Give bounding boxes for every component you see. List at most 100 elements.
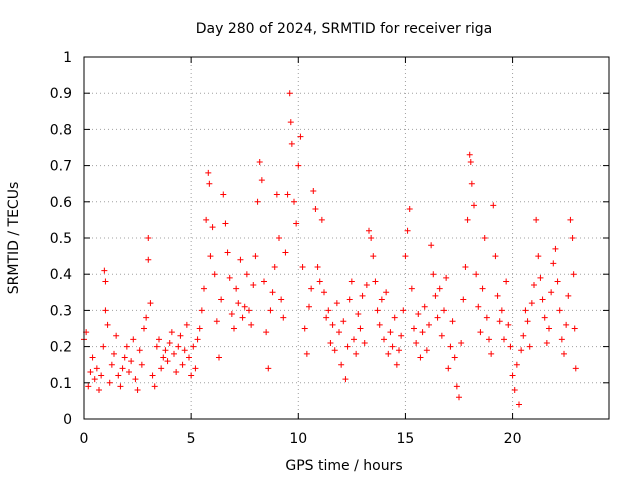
data-point-71 [224, 249, 231, 256]
data-point-96 [278, 296, 285, 303]
grid-lines [84, 57, 609, 419]
data-point-5 [91, 376, 98, 383]
data-point-137 [363, 282, 370, 289]
data-point-60 [203, 216, 210, 223]
data-point-102 [288, 140, 295, 147]
data-point-37 [153, 343, 160, 350]
data-point-43 [166, 339, 173, 346]
data-point-59 [201, 285, 207, 292]
y-tick-label-6: 0.6 [50, 195, 72, 211]
data-point-10 [101, 267, 108, 274]
data-point-53 [188, 372, 195, 379]
x-tick-label-2: 10 [289, 431, 307, 447]
data-point-21 [121, 354, 128, 361]
data-point-154 [400, 307, 407, 314]
y-tick-label-0: 0 [63, 412, 72, 428]
data-point-190 [475, 303, 482, 310]
data-point-195 [486, 336, 492, 343]
data-point-134 [357, 325, 364, 332]
data-point-113 [312, 206, 319, 213]
data-point-222 [543, 339, 550, 346]
data-point-142 [374, 307, 381, 314]
data-point-182 [460, 296, 467, 303]
data-point-187 [468, 180, 475, 187]
data-point-9 [100, 343, 107, 350]
data-point-157 [406, 206, 413, 213]
data-point-58 [198, 307, 205, 314]
data-point-52 [186, 354, 192, 361]
data-point-104 [293, 220, 300, 227]
data-point-125 [338, 361, 345, 368]
x-tick-label-1: 5 [187, 431, 196, 447]
y-axis-label: SRMTID / TECUs [6, 182, 22, 295]
data-point-103 [291, 198, 297, 205]
data-point-224 [548, 289, 555, 296]
data-point-34 [147, 300, 154, 307]
data-point-149 [389, 343, 396, 350]
plot-frame [83, 56, 610, 420]
data-point-213 [524, 318, 531, 325]
data-point-31 [143, 314, 150, 321]
data-point-108 [301, 325, 308, 332]
data-point-140 [370, 253, 377, 260]
data-point-212 [522, 307, 529, 314]
data-point-87 [258, 177, 265, 184]
data-point-24 [128, 358, 135, 365]
data-point-237 [572, 365, 579, 372]
data-point-81 [246, 307, 252, 314]
data-point-202 [501, 336, 507, 343]
data-point-110 [306, 303, 312, 310]
data-point-126 [340, 318, 347, 325]
data-point-92 [269, 289, 276, 296]
data-point-16 [111, 350, 117, 357]
data-point-177 [449, 318, 456, 325]
x-axis-ticks: 0 5 10 15 20 [80, 57, 522, 447]
data-point-189 [473, 271, 480, 278]
data-point-75 [233, 285, 240, 292]
data-point-227 [554, 278, 561, 285]
data-point-123 [333, 300, 340, 307]
data-point-229 [558, 336, 565, 343]
data-point-199 [494, 292, 501, 299]
data-point-112 [310, 187, 317, 194]
x-tick-label-4: 20 [504, 431, 522, 447]
data-point-39 [158, 365, 165, 372]
data-point-82 [248, 321, 255, 328]
data-point-56 [194, 336, 201, 343]
data-point-63 [207, 253, 214, 260]
data-point-84 [252, 253, 259, 260]
data-point-74 [231, 325, 237, 332]
data-point-139 [368, 235, 375, 241]
data-point-85 [254, 198, 261, 205]
data-point-183 [462, 263, 469, 270]
data-point-180 [456, 394, 462, 401]
data-point-116 [318, 216, 325, 223]
data-point-93 [271, 263, 278, 270]
data-point-181 [458, 339, 465, 346]
data-point-233 [567, 216, 574, 223]
data-point-151 [393, 361, 400, 368]
data-point-185 [466, 151, 473, 158]
data-point-25 [130, 336, 137, 343]
data-point-32 [145, 235, 152, 241]
y-tick-label-3: 0.3 [50, 303, 72, 319]
data-point-168 [430, 271, 437, 278]
data-point-176 [447, 343, 454, 350]
data-point-131 [351, 336, 357, 343]
data-point-209 [516, 401, 522, 408]
data-point-109 [303, 350, 310, 357]
data-point-120 [327, 339, 334, 346]
data-point-143 [376, 321, 383, 328]
data-point-121 [329, 321, 336, 328]
data-point-201 [498, 307, 505, 314]
data-point-83 [250, 282, 257, 289]
data-point-26 [132, 376, 139, 383]
data-point-70 [222, 220, 229, 227]
data-point-107 [299, 263, 306, 270]
data-point-191 [477, 329, 484, 336]
data-point-98 [282, 249, 289, 256]
data-point-118 [323, 314, 330, 321]
data-point-159 [411, 325, 417, 332]
data-point-171 [436, 285, 443, 292]
data-point-65 [211, 271, 218, 278]
